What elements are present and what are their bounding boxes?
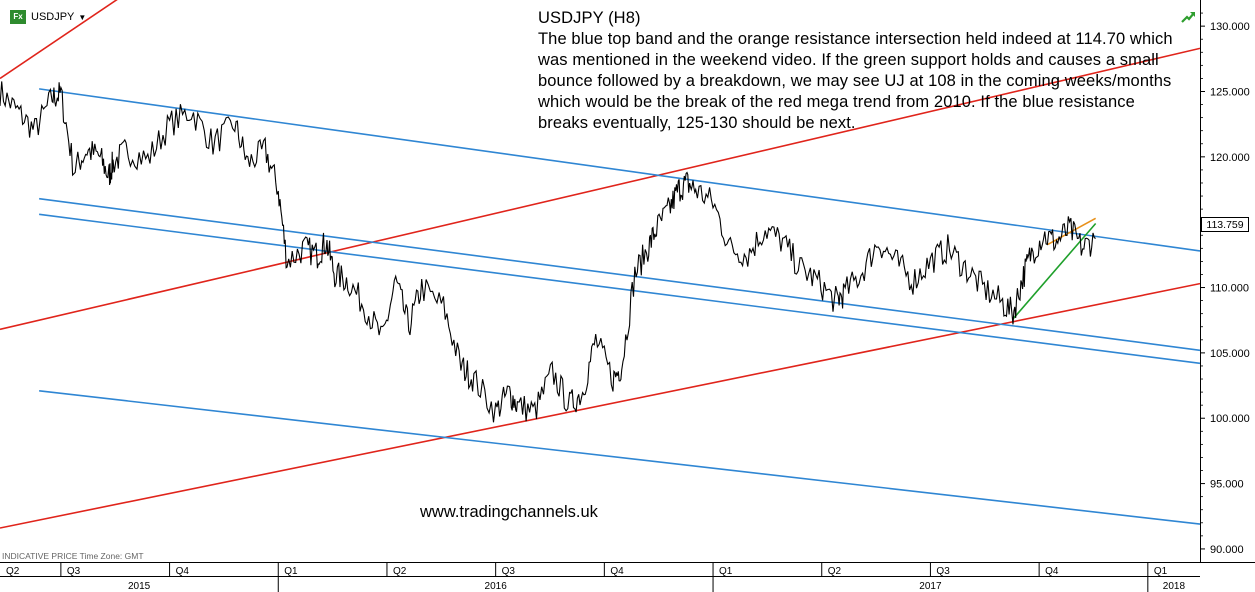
quarter-label: Q1 bbox=[719, 566, 733, 577]
quarter-label: Q4 bbox=[176, 566, 190, 577]
annotation-title: USDJPY (H8) bbox=[538, 9, 641, 27]
quarter-label: Q1 bbox=[1154, 566, 1168, 577]
annotation-body: The blue top band and the orange resista… bbox=[538, 30, 1173, 132]
blue-channel-bottom bbox=[39, 389, 1200, 525]
y-tick-label: 95.000 bbox=[1210, 479, 1244, 491]
quarter-label: Q3 bbox=[936, 566, 950, 577]
chart-annotation: USDJPY (H8) The blue top band and the or… bbox=[538, 8, 1178, 134]
y-tick-label: 125.000 bbox=[1210, 86, 1250, 98]
y-tick-label: 110.000 bbox=[1210, 283, 1249, 295]
price-line bbox=[0, 81, 1096, 423]
quarter-label: Q4 bbox=[610, 566, 624, 577]
quarter-label: Q4 bbox=[1045, 566, 1059, 577]
indicative-price-note: INDICATIVE PRICE Time Zone: GMT bbox=[2, 551, 144, 561]
y-axis: 90.00095.000100.000105.000110.000115.000… bbox=[1200, 12, 1250, 556]
symbol-name: USDJPY bbox=[31, 11, 75, 23]
year-label: 2018 bbox=[1163, 581, 1186, 592]
trend-lines bbox=[0, 0, 1200, 529]
y-tick-label: 100.000 bbox=[1210, 413, 1250, 425]
quarter-label: Q1 bbox=[284, 566, 298, 577]
quarter-label: Q2 bbox=[393, 566, 407, 577]
y-tick-label: 105.000 bbox=[1210, 348, 1250, 360]
watermark-url: www.tradingchannels.uk bbox=[420, 503, 598, 521]
chevron-down-icon[interactable]: ▼ bbox=[78, 12, 87, 22]
symbol-selector[interactable]: Fx USDJPY ▼ bbox=[10, 9, 86, 25]
trend-up-icon[interactable] bbox=[1180, 9, 1196, 25]
quarter-label: Q2 bbox=[828, 566, 842, 577]
fx-icon: Fx bbox=[10, 10, 26, 24]
quarter-label: Q3 bbox=[67, 566, 81, 577]
year-label: 2015 bbox=[128, 581, 151, 592]
quarter-label: Q2 bbox=[6, 566, 20, 577]
y-tick-label: 130.000 bbox=[1210, 21, 1250, 33]
y-tick-label: 120.000 bbox=[1210, 152, 1250, 164]
year-label: 2017 bbox=[919, 581, 942, 592]
quarter-label: Q3 bbox=[502, 566, 516, 577]
red-trend-upper bbox=[0, 0, 118, 80]
y-tick-label: 90.000 bbox=[1210, 544, 1244, 556]
blue-channel-b bbox=[39, 213, 1200, 365]
green-support bbox=[1012, 222, 1097, 320]
plot-background bbox=[0, 0, 1200, 562]
current-price-tag: 113.759 bbox=[1201, 217, 1249, 232]
price-series bbox=[0, 81, 1096, 423]
blue-channel-top bbox=[39, 88, 1200, 252]
year-label: 2016 bbox=[485, 581, 508, 592]
blue-channel-a bbox=[39, 197, 1200, 352]
x-axis: Q2 Q3 Q4 Q1 Q2 Q3 Q4 Q1 Q2 Q3 Q4 Q1 2015 2016 2017 2018 bbox=[6, 562, 1185, 592]
red-trend-middle bbox=[0, 47, 1200, 331]
